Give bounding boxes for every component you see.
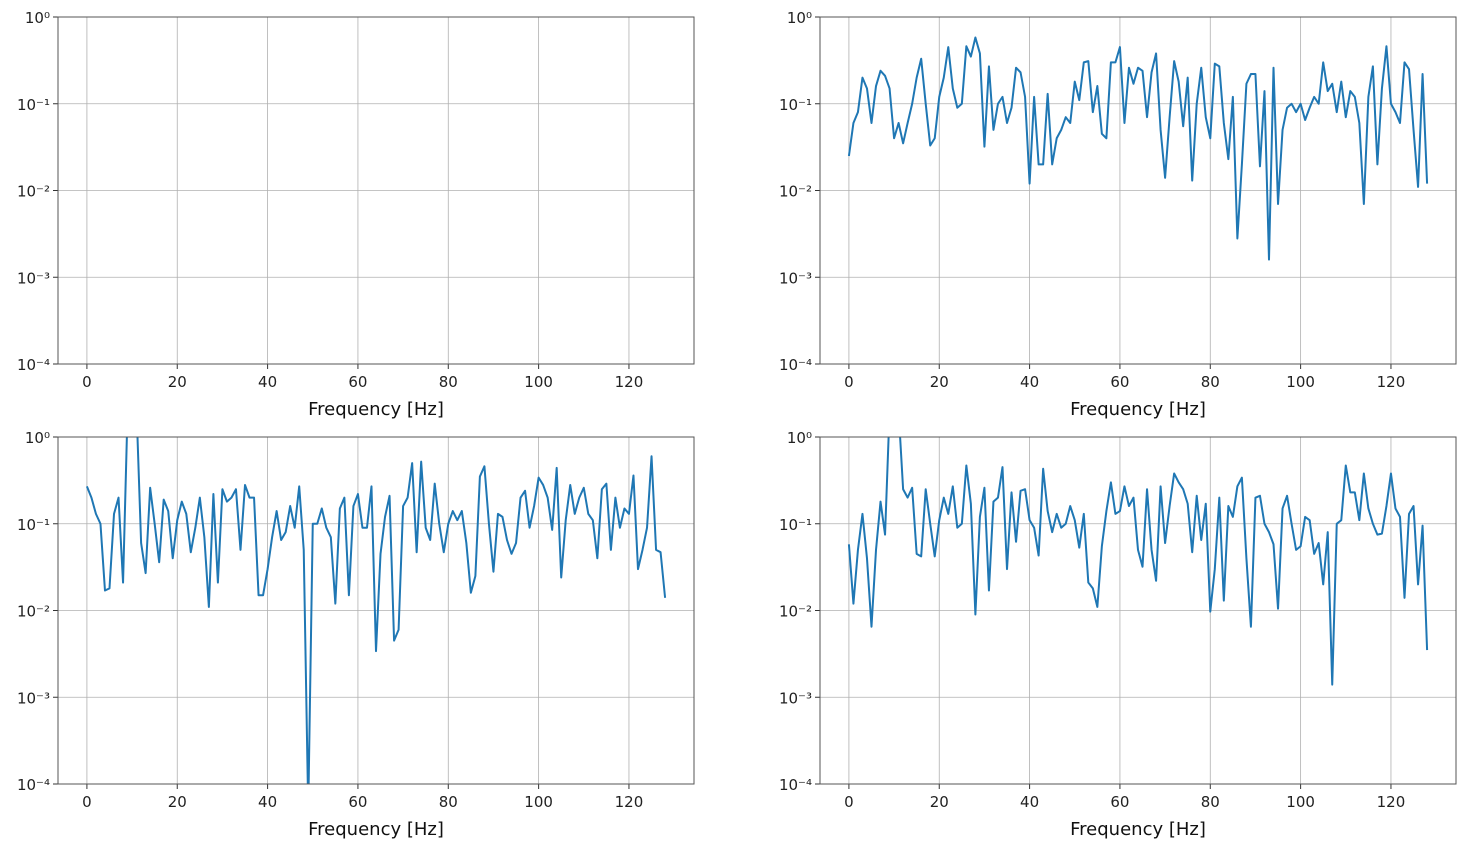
x-tick-label: 0 xyxy=(82,373,92,391)
x-tick-label: 120 xyxy=(1377,373,1406,391)
x-tick-label: 100 xyxy=(524,793,553,811)
x-tick-label: 20 xyxy=(168,793,187,811)
y-tick-label: 10⁰ xyxy=(787,9,812,27)
x-tick-label: 40 xyxy=(258,793,277,811)
y-tick-label: 10⁻⁴ xyxy=(779,776,812,794)
x-axis-label: Frequency [Hz] xyxy=(1070,819,1206,840)
axes-frame xyxy=(57,436,695,785)
y-tick-label: 10⁻¹ xyxy=(779,96,812,114)
subplot: 0 20 40 60 80 100 120 10⁻⁴ 10⁻³ 10⁻² 10⁻¹ 10⁰ Freque… xyxy=(17,429,695,840)
y-tick-label: 10⁻² xyxy=(779,183,812,201)
line-series xyxy=(847,36,1429,261)
x-tick-label: 100 xyxy=(524,373,553,391)
x-tick-label: 120 xyxy=(615,793,644,811)
x-tick-label: 0 xyxy=(844,793,854,811)
x-tick-label: 80 xyxy=(1201,793,1220,811)
subplot: 0 20 40 60 80 100 120 10⁻⁴ 10⁻³ 10⁻² 10⁻¹ 10⁰ Freque… xyxy=(779,9,1457,420)
x-tick-label: 60 xyxy=(348,793,367,811)
axes-frame xyxy=(57,16,695,365)
y-tick-label: 10⁻³ xyxy=(779,269,812,287)
x-tick-label: 60 xyxy=(1110,373,1129,391)
line-series xyxy=(847,437,1429,686)
x-tick-label: 80 xyxy=(439,373,458,391)
subplot: 0 20 40 60 80 100 120 10⁻⁴ 10⁻³ 10⁻² 10⁻¹ 10⁰ Freque… xyxy=(17,9,695,420)
y-tick-label: 10⁻² xyxy=(779,603,812,621)
x-tick-label: 120 xyxy=(615,373,644,391)
y-tick-label: 10⁻³ xyxy=(779,689,812,707)
x-tick-label: 120 xyxy=(1377,793,1406,811)
line-series xyxy=(85,437,667,784)
y-tick-label: 10⁻⁴ xyxy=(17,776,50,794)
x-tick-label: 60 xyxy=(348,373,367,391)
x-axis-label: Frequency [Hz] xyxy=(308,819,444,840)
x-tick-label: 20 xyxy=(930,373,949,391)
y-tick-label: 10⁻¹ xyxy=(17,96,50,114)
x-tick-label: 40 xyxy=(1020,793,1039,811)
x-tick-label: 60 xyxy=(1110,793,1129,811)
y-tick-label: 10⁻³ xyxy=(17,269,50,287)
y-tick-label: 10⁰ xyxy=(787,429,812,447)
x-tick-label: 0 xyxy=(82,793,92,811)
x-tick-label: 80 xyxy=(1201,373,1220,391)
x-tick-label: 40 xyxy=(258,373,277,391)
y-tick-label: 10⁻¹ xyxy=(779,516,812,534)
axes-frame xyxy=(819,436,1457,785)
x-tick-label: 40 xyxy=(1020,373,1039,391)
y-tick-label: 10⁰ xyxy=(25,9,50,27)
x-tick-label: 100 xyxy=(1286,373,1315,391)
y-tick-label: 10⁻³ xyxy=(17,689,50,707)
y-tick-label: 10⁻² xyxy=(17,183,50,201)
x-axis-label: Frequency [Hz] xyxy=(308,399,444,420)
x-tick-label: 80 xyxy=(439,793,458,811)
y-tick-label: 10⁻⁴ xyxy=(17,356,50,374)
x-axis-label: Frequency [Hz] xyxy=(1070,399,1206,420)
y-tick-label: 10⁰ xyxy=(25,429,50,447)
x-tick-label: 20 xyxy=(930,793,949,811)
axes-frame xyxy=(819,16,1457,365)
y-tick-label: 10⁻² xyxy=(17,603,50,621)
x-tick-label: 0 xyxy=(844,373,854,391)
y-tick-label: 10⁻⁴ xyxy=(779,356,812,374)
subplot: 0 20 40 60 80 100 120 10⁻⁴ 10⁻³ 10⁻² 10⁻¹ 10⁰ Freque… xyxy=(779,429,1457,840)
y-tick-label: 10⁻¹ xyxy=(17,516,50,534)
x-tick-label: 100 xyxy=(1286,793,1315,811)
x-tick-label: 20 xyxy=(168,373,187,391)
